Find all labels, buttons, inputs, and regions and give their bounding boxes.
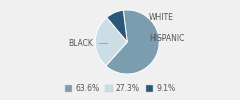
Wedge shape	[95, 17, 127, 66]
Legend: 63.6%, 27.3%, 9.1%: 63.6%, 27.3%, 9.1%	[62, 81, 178, 96]
Text: WHITE: WHITE	[137, 14, 174, 22]
Wedge shape	[107, 10, 127, 42]
Text: HISPANIC: HISPANIC	[149, 34, 184, 43]
Wedge shape	[106, 10, 159, 74]
Text: BLACK: BLACK	[69, 39, 108, 48]
